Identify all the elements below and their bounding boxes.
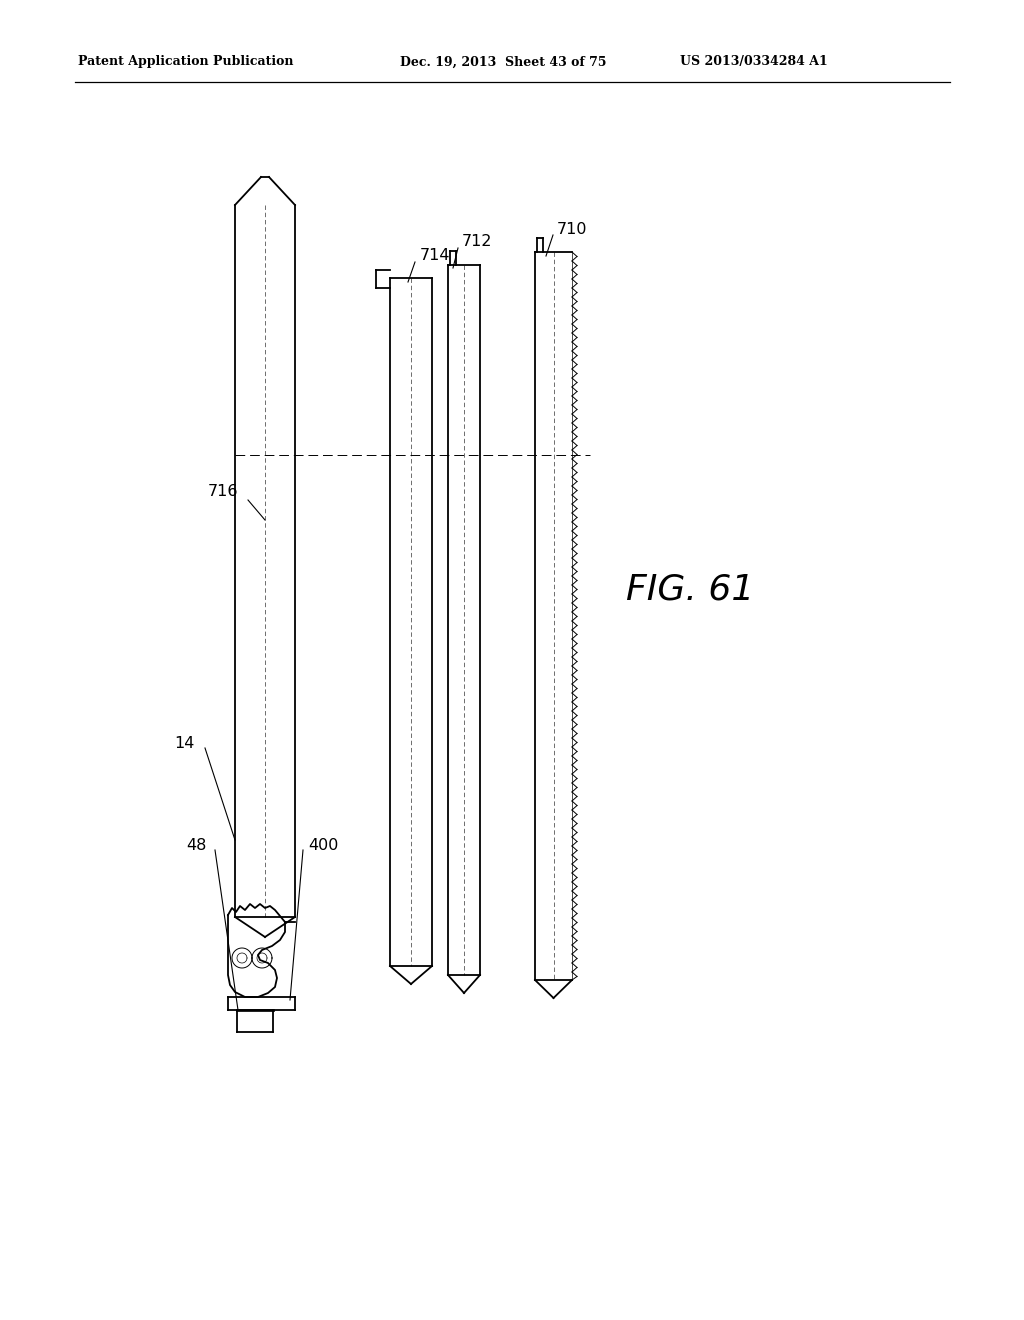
- Text: US 2013/0334284 A1: US 2013/0334284 A1: [680, 55, 827, 69]
- Text: 48: 48: [186, 837, 207, 853]
- Text: Dec. 19, 2013  Sheet 43 of 75: Dec. 19, 2013 Sheet 43 of 75: [400, 55, 606, 69]
- Text: 710: 710: [557, 222, 588, 236]
- Text: 712: 712: [462, 235, 493, 249]
- Text: 400: 400: [308, 837, 338, 853]
- Text: FIG. 61: FIG. 61: [626, 573, 755, 607]
- Text: Patent Application Publication: Patent Application Publication: [78, 55, 294, 69]
- Text: 14: 14: [175, 735, 195, 751]
- Text: 716: 716: [208, 484, 238, 499]
- Text: 714: 714: [420, 248, 451, 264]
